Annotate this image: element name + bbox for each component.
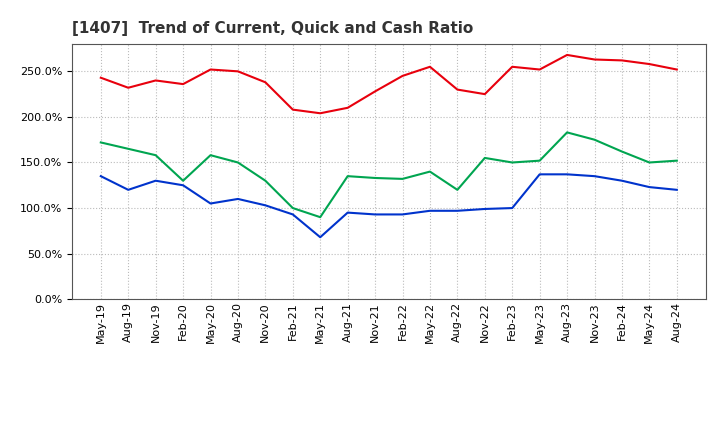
Quick Ratio xyxy=(645,160,654,165)
Quick Ratio xyxy=(179,178,187,183)
Current Ratio xyxy=(426,64,434,70)
Cash Ratio xyxy=(508,205,516,211)
Quick Ratio xyxy=(233,160,242,165)
Quick Ratio xyxy=(453,187,462,192)
Quick Ratio xyxy=(672,158,681,163)
Cash Ratio xyxy=(316,235,325,240)
Current Ratio xyxy=(590,57,599,62)
Quick Ratio xyxy=(536,158,544,163)
Quick Ratio xyxy=(398,176,407,182)
Cash Ratio xyxy=(151,178,160,183)
Quick Ratio xyxy=(371,175,379,180)
Current Ratio xyxy=(289,107,297,112)
Current Ratio xyxy=(536,67,544,72)
Current Ratio xyxy=(343,105,352,110)
Legend: Current Ratio, Quick Ratio, Cash Ratio: Current Ratio, Quick Ratio, Cash Ratio xyxy=(201,438,577,440)
Cash Ratio xyxy=(233,196,242,202)
Quick Ratio xyxy=(124,146,132,151)
Current Ratio xyxy=(261,80,270,85)
Cash Ratio xyxy=(645,184,654,190)
Current Ratio xyxy=(371,89,379,94)
Cash Ratio xyxy=(179,183,187,188)
Current Ratio xyxy=(618,58,626,63)
Current Ratio xyxy=(563,52,572,58)
Cash Ratio xyxy=(206,201,215,206)
Quick Ratio xyxy=(618,149,626,154)
Cash Ratio xyxy=(672,187,681,192)
Line: Quick Ratio: Quick Ratio xyxy=(101,132,677,217)
Cash Ratio xyxy=(426,208,434,213)
Current Ratio xyxy=(645,62,654,67)
Cash Ratio xyxy=(536,172,544,177)
Cash Ratio xyxy=(398,212,407,217)
Current Ratio xyxy=(206,67,215,72)
Cash Ratio xyxy=(618,178,626,183)
Quick Ratio xyxy=(480,155,489,161)
Current Ratio xyxy=(96,75,105,81)
Line: Current Ratio: Current Ratio xyxy=(101,55,677,113)
Quick Ratio xyxy=(426,169,434,174)
Quick Ratio xyxy=(316,215,325,220)
Cash Ratio xyxy=(124,187,132,192)
Quick Ratio xyxy=(590,137,599,142)
Quick Ratio xyxy=(563,130,572,135)
Cash Ratio xyxy=(453,208,462,213)
Current Ratio xyxy=(480,92,489,97)
Current Ratio xyxy=(398,73,407,78)
Quick Ratio xyxy=(508,160,516,165)
Quick Ratio xyxy=(96,140,105,145)
Quick Ratio xyxy=(343,173,352,179)
Cash Ratio xyxy=(343,210,352,215)
Current Ratio xyxy=(233,69,242,74)
Quick Ratio xyxy=(206,153,215,158)
Text: [1407]  Trend of Current, Quick and Cash Ratio: [1407] Trend of Current, Quick and Cash … xyxy=(72,21,473,36)
Current Ratio xyxy=(124,85,132,90)
Current Ratio xyxy=(179,81,187,87)
Quick Ratio xyxy=(151,153,160,158)
Cash Ratio xyxy=(261,203,270,208)
Cash Ratio xyxy=(371,212,379,217)
Current Ratio xyxy=(316,110,325,116)
Cash Ratio xyxy=(96,173,105,179)
Cash Ratio xyxy=(289,212,297,217)
Current Ratio xyxy=(453,87,462,92)
Current Ratio xyxy=(672,67,681,72)
Quick Ratio xyxy=(261,178,270,183)
Cash Ratio xyxy=(590,173,599,179)
Cash Ratio xyxy=(563,172,572,177)
Quick Ratio xyxy=(289,205,297,211)
Cash Ratio xyxy=(480,206,489,212)
Line: Cash Ratio: Cash Ratio xyxy=(101,174,677,237)
Current Ratio xyxy=(151,78,160,83)
Current Ratio xyxy=(508,64,516,70)
